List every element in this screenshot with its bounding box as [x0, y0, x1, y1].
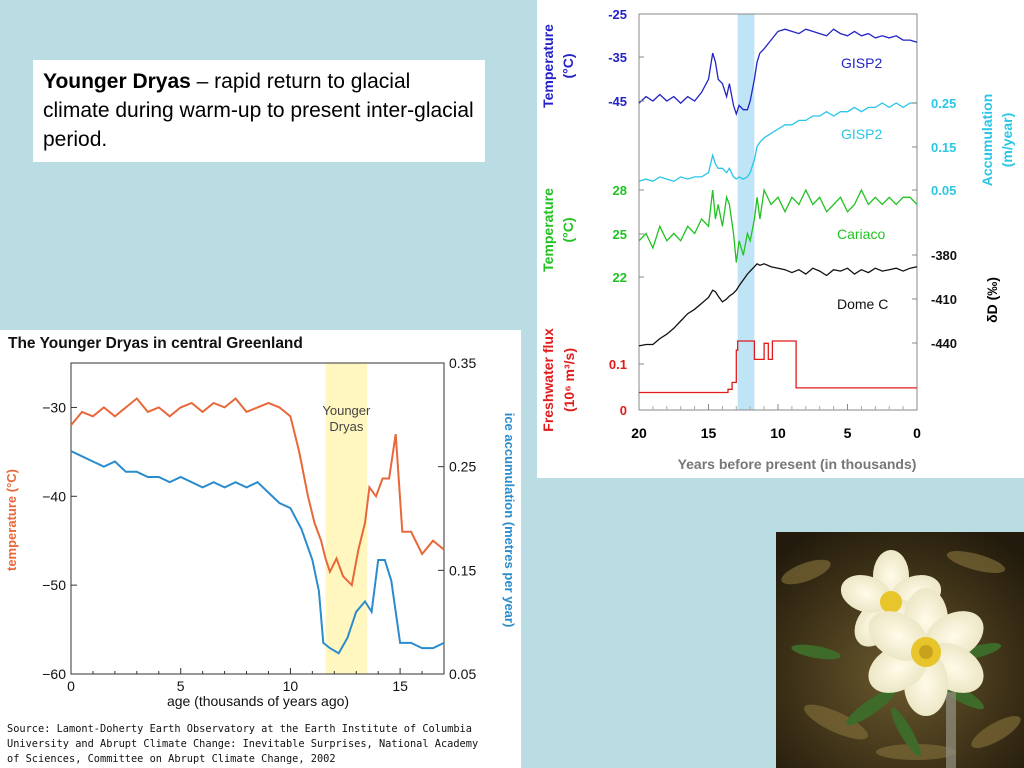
label-cariaco: Cariaco — [837, 226, 885, 242]
tick-label: -45 — [608, 94, 627, 109]
multi-proxy-chart: -25 -35 -45 0.25 0.15 0.05 28 25 22 -380 -410 -440 0… — [537, 0, 1024, 478]
tick-label: 0.25 — [931, 96, 956, 111]
tick-label: 0.1 — [609, 357, 627, 372]
label-gisp2-acc: GISP2 — [841, 126, 882, 142]
y-left-tick-label: −50 — [42, 577, 66, 593]
younger-dryas-label-a: Younger — [322, 403, 371, 418]
tick-label: 25 — [613, 227, 627, 242]
acc-axis-title-a: Accumulation — [979, 94, 995, 187]
tick-label: 0.05 — [931, 183, 956, 198]
greenland-chart-svg: The Younger Dryas in central Greenland Y… — [4, 335, 517, 709]
x-tick-label: 10 — [770, 425, 786, 441]
tick-label: -35 — [608, 50, 627, 65]
tick-label: -410 — [931, 292, 957, 307]
greenland-chart: The Younger Dryas in central Greenland Y… — [0, 330, 521, 768]
x-axis-title: age (thousands of years ago) — [167, 693, 349, 709]
flower-photo — [776, 532, 1024, 768]
tick-label: 0.15 — [931, 140, 956, 155]
x-tick-label: 10 — [283, 678, 299, 694]
right-axis-title: ice accumulation (metres per year) — [502, 413, 517, 628]
tick-label: 0 — [620, 403, 627, 418]
acc-axis-title-b: (m/year) — [999, 113, 1015, 167]
tick-label: -380 — [931, 248, 957, 263]
plot-frame — [70, 362, 445, 675]
younger-dryas-band — [737, 14, 755, 410]
source-line-2: University and Abrupt Climate Change: In… — [7, 738, 479, 750]
x-axis-title: Years before present (in thousands) — [678, 456, 917, 472]
tick-label: -440 — [931, 336, 957, 351]
series-line-1 — [638, 102, 917, 183]
series-line-0 — [638, 28, 918, 117]
dd-axis-title: δD (‰) — [984, 277, 1000, 323]
source-line-1: Source: Lamont-Doherty Earth Observatory… — [7, 723, 472, 735]
left-axis-title: temperature (°C) — [4, 469, 19, 571]
y-left-tick-label: −30 — [42, 399, 66, 415]
temp-axis-title-a: Temperature — [540, 24, 556, 108]
fw-axis-title-a: Freshwater flux — [540, 328, 556, 432]
source-line-3: of Sciences, Committee on Abrupt Climate… — [7, 753, 336, 765]
x-tick-label: 20 — [631, 425, 647, 441]
x-tick-label: 0 — [67, 678, 75, 694]
temp2-axis-title-a: Temperature — [540, 188, 556, 272]
y-right-tick-label: 0.15 — [449, 562, 476, 578]
series-line-ice-accumulation — [70, 450, 445, 655]
flower-photo-svg — [776, 532, 1024, 768]
temp2-axis-title-b: (°C) — [560, 217, 576, 242]
x-tick-label: 5 — [844, 425, 852, 441]
source-note: Source: Lamont-Doherty Earth Observatory… — [7, 722, 517, 767]
plot-frame — [638, 13, 918, 411]
y-right-tick-label: 0.25 — [449, 459, 476, 475]
tick-label: 22 — [613, 270, 627, 285]
tick-label: -25 — [608, 7, 627, 22]
x-tick-label: 0 — [913, 425, 921, 441]
caption-rest: – rapid return to glacial climate during… — [43, 70, 474, 151]
caption-bold: Younger Dryas — [43, 70, 191, 93]
series-line-2 — [638, 187, 918, 263]
fw-axis-title-b: (10⁶ m³/s) — [561, 348, 577, 412]
younger-dryas-band — [325, 363, 368, 674]
x-tick-label: 15 — [392, 678, 408, 694]
x-tick-label: 15 — [701, 425, 717, 441]
series-line-temperature — [70, 397, 445, 588]
x-tick-label: 5 — [177, 678, 185, 694]
younger-dryas-caption: Younger Dryas – rapid return to glacial … — [33, 60, 485, 162]
y-left-tick-label: −60 — [42, 666, 66, 682]
y-right-tick-label: 0.05 — [449, 666, 476, 682]
multi-proxy-chart-svg: -25-35-45 0.250.150.05282522-380-410-4400… — [540, 7, 1015, 472]
series-line-3 — [638, 262, 918, 347]
chart-title: The Younger Dryas in central Greenland — [8, 335, 303, 352]
tick-label: 28 — [613, 183, 627, 198]
y-left-tick-label: −40 — [42, 488, 66, 504]
younger-dryas-label-b: Dryas — [329, 419, 363, 434]
series-line-4 — [639, 340, 917, 394]
temp-axis-title-b: (°C) — [560, 53, 576, 78]
label-domec: Dome C — [837, 296, 888, 312]
y-right-tick-label: 0.35 — [449, 355, 476, 371]
label-gisp2-temp: GISP2 — [841, 55, 882, 71]
